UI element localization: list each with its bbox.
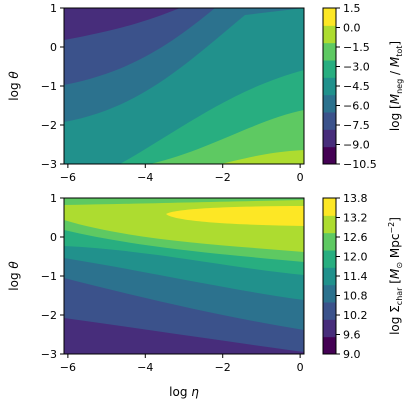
top-xtick-label: −4 — [137, 171, 153, 184]
bot-colorbar-band — [323, 198, 336, 216]
top-colorbar-band — [323, 60, 336, 78]
bot-ytick-label: −2 — [41, 309, 57, 322]
top-colorbar-tick-label: −9.0 — [343, 139, 370, 152]
bottom-y-axis-label: log θ — [7, 261, 21, 291]
bot-colorbar-tick-label: 9.0 — [343, 348, 361, 361]
bottom-x-axis-label: log η — [169, 385, 199, 399]
top-band-7 — [220, 150, 304, 164]
top-colorbar-band — [323, 8, 336, 26]
bot-colorbar-tick-label: 13.2 — [343, 212, 368, 225]
top-colorbar-band — [323, 42, 336, 61]
bot-colorbar-tick-label: 13.8 — [343, 192, 368, 205]
bottom-y-ticks: 1 0 −1 −2 −3 — [41, 192, 64, 361]
top-colorbar-tick-label: −10.5 — [343, 158, 377, 171]
bot-colorbar-band — [323, 319, 336, 338]
top-y-ticks: 1 0 −1 −2 −3 — [41, 2, 64, 171]
bot-ytick-label: 1 — [50, 192, 57, 205]
bottom-colorbar: 13.8 13.2 12.6 12.0 11.4 10.8 10.2 9.6 9.0 log Σ… — [322, 192, 404, 361]
top-colorbar-tick-label: −1.5 — [343, 41, 370, 54]
bot-colorbar-band — [323, 302, 336, 320]
bot-colorbar-tick-label: 10.8 — [343, 290, 368, 303]
top-colorbar-tick-label: −4.5 — [343, 80, 370, 93]
top-colorbar-label: log [Mneg / Mtot] — [388, 41, 404, 131]
bot-colorbar-tick-label: 10.2 — [343, 309, 368, 322]
top-colorbar-band — [323, 129, 336, 148]
bot-colorbar-band — [323, 336, 336, 355]
top-ytick-label: 1 — [50, 2, 57, 15]
bottom-x-ticks: −6 −4 −2 0 — [60, 354, 304, 374]
top-x-ticks: −6 −4 −2 0 — [60, 164, 304, 184]
bot-xtick-label: 0 — [297, 361, 304, 374]
top-colorbar: 1.5 0.0 −1.5 −3.0 −4.5 −6.0 −7.5 −9.0 −10.5 log … — [322, 2, 404, 171]
top-colorbar-tick-label: 1.5 — [343, 2, 361, 15]
top-colorbar-band — [323, 25, 336, 44]
bot-colorbar-tick-label: 11.4 — [343, 270, 368, 283]
top-ytick-label: 0 — [50, 41, 57, 54]
bot-ytick-label: −3 — [41, 348, 57, 361]
bottom-colorbar-ticks: 13.8 13.2 12.6 12.0 11.4 10.8 10.2 9.6 9.0 — [336, 192, 368, 361]
bot-colorbar-band — [323, 284, 336, 303]
top-colorbar-band — [323, 77, 336, 96]
bot-colorbar-band — [323, 267, 336, 286]
top-colorbar-tick-label: −3.0 — [343, 61, 370, 74]
top-xtick-label: −2 — [215, 171, 231, 184]
bot-ytick-label: 0 — [50, 231, 57, 244]
top-colorbar-tick-label: −6.0 — [343, 100, 370, 113]
bottom-colorbar-bands — [323, 198, 336, 355]
bot-xtick-label: −4 — [137, 361, 153, 374]
top-colorbar-tick-label: 0.0 — [343, 22, 361, 35]
top-colorbar-band — [323, 112, 336, 130]
bot-colorbar-band — [323, 250, 336, 268]
bottom-plot: 1 0 −1 −2 −3 −6 −4 −2 0 log θ log η — [7, 192, 305, 399]
top-xtick-label: −6 — [60, 171, 76, 184]
top-colorbar-ticks: 1.5 0.0 −1.5 −3.0 −4.5 −6.0 −7.5 −9.0 −10.5 — [336, 2, 377, 171]
bot-xtick-label: −6 — [60, 361, 76, 374]
bot-ytick-label: −1 — [41, 270, 57, 283]
bottom-contour-bands — [64, 198, 304, 354]
bottom-colorbar-label: log Σchar [M⊙ Mpc−2] — [387, 217, 404, 335]
bot-colorbar-band — [323, 232, 336, 251]
top-colorbar-tick-label: −7.5 — [343, 119, 370, 132]
bot-colorbar-tick-label: 12.6 — [343, 231, 368, 244]
top-band-6 — [150, 110, 304, 164]
top-colorbar-bands — [323, 8, 336, 165]
bot-xtick-label: −2 — [215, 361, 231, 374]
top-colorbar-band — [323, 146, 336, 165]
top-ytick-label: −2 — [41, 119, 57, 132]
top-y-axis-label: log θ — [7, 71, 21, 101]
top-ytick-label: −1 — [41, 80, 57, 93]
top-colorbar-band — [323, 94, 336, 113]
top-xtick-label: 0 — [297, 171, 304, 184]
bot-colorbar-tick-label: 12.0 — [343, 251, 368, 264]
top-contour-bands — [64, 8, 304, 164]
top-plot: 1 0 −1 −2 −3 −6 −4 −2 0 log θ — [7, 2, 305, 184]
bot-colorbar-tick-label: 9.6 — [343, 329, 361, 342]
bot-colorbar-band — [323, 215, 336, 234]
top-ytick-label: −3 — [41, 158, 57, 171]
bot-band-8 — [166, 206, 304, 226]
